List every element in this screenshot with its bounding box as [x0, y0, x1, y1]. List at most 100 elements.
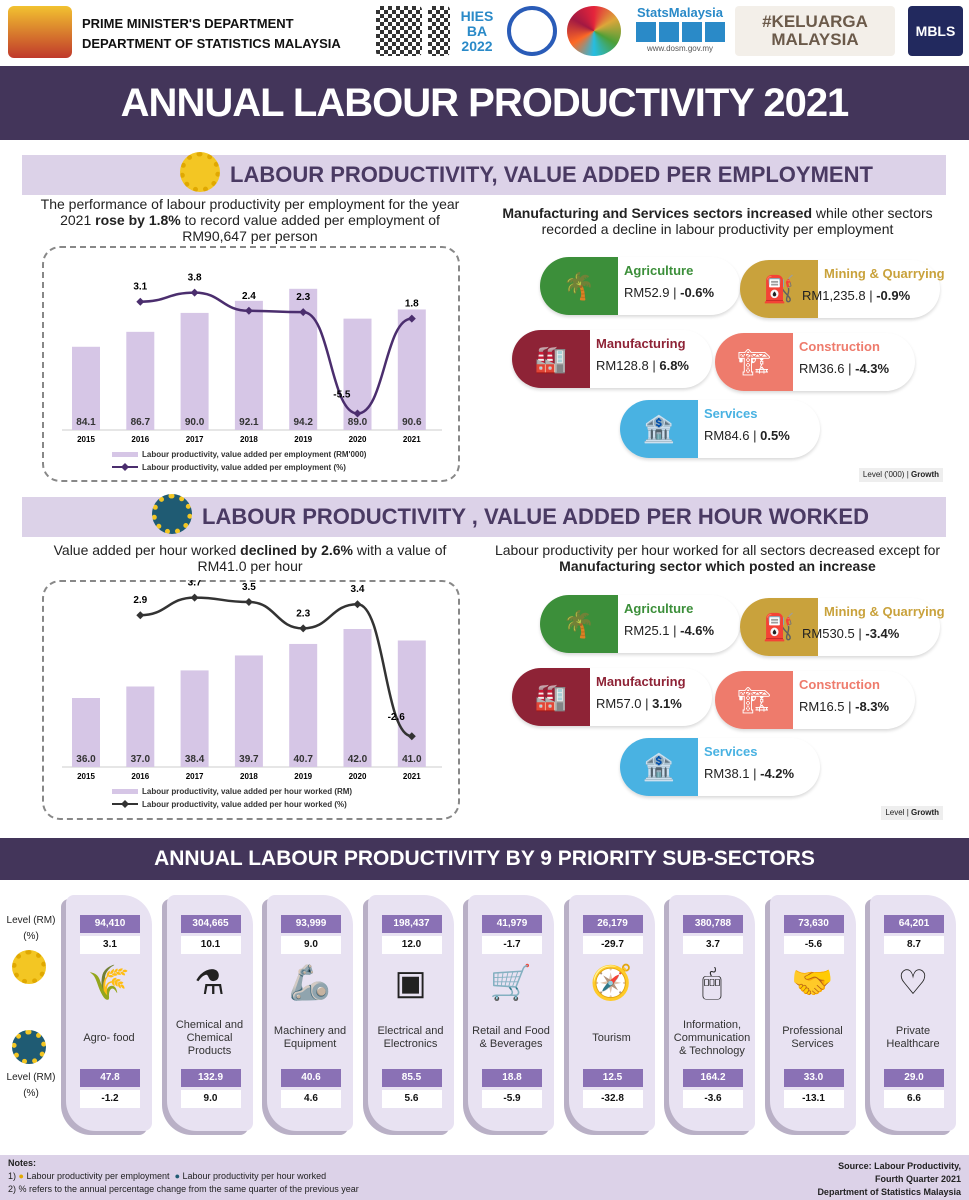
section3-header: ANNUAL LABOUR PRODUCTIVITY BY 9 PRIORITY… — [0, 838, 969, 880]
chip-icon: ▣ — [394, 964, 427, 1002]
emp-pct: 10.1 — [180, 936, 241, 954]
level: RM38.1 | — [704, 766, 761, 781]
emp-pct: 9.0 — [281, 936, 341, 954]
emp-axis-label: Level (RM) (%) — [2, 915, 60, 943]
line-label: 3.8 — [188, 273, 202, 284]
website-link[interactable]: www.dosm.gov.my — [646, 44, 714, 53]
legend-label: Labour productivity, value added per emp… — [142, 450, 367, 459]
clock-gear-icon — [12, 1030, 46, 1064]
level: RM36.6 | — [799, 361, 856, 376]
growth: -8.3% — [855, 699, 890, 714]
sector-value: RM16.5 | -8.3% — [799, 699, 889, 715]
bar — [180, 670, 209, 767]
chart1-frame — [42, 246, 460, 482]
instagram-icon[interactable] — [658, 22, 679, 42]
sec2-intro: Value added per hour worked declined by … — [40, 542, 460, 574]
line-point — [407, 732, 416, 741]
sector-card-construction: 🏗 Construction RM36.6 | -4.3% — [715, 333, 915, 391]
sec2-right-text: Labour productivity per hour worked for … — [485, 542, 950, 574]
facebook-icon[interactable] — [635, 22, 656, 42]
hr-pct: -13.1 — [783, 1090, 844, 1108]
subsector-name: Machinery and Equipment — [273, 1025, 347, 1050]
t: Level ('000) | — [862, 470, 911, 479]
construction-icon: 🏗 — [715, 333, 793, 391]
mouse-icon: 🖱 — [701, 964, 723, 1002]
sector-name: Agriculture — [624, 601, 694, 616]
subsector-card: 304,665 10.1 ⚗ Chemical and Chemical Produc… — [166, 895, 253, 1131]
t: Value added per hour worked — [53, 542, 241, 558]
emp-pct: -5.6 — [783, 936, 844, 954]
qr-code-facebook-icon[interactable] — [428, 6, 450, 56]
x-tick-label: 2021 — [403, 772, 421, 781]
subsector-name: Private Healthcare — [886, 1025, 940, 1050]
emp-level: 64,201 — [884, 915, 944, 933]
bar-label: 37.0 — [131, 754, 151, 765]
line-point — [244, 598, 253, 606]
emp-level: 198,437 — [381, 915, 442, 933]
growth: -0.9% — [876, 288, 911, 303]
x-tick-label: 2016 — [131, 772, 149, 781]
hr-pct: -5.9 — [482, 1090, 542, 1108]
flask-icon: ⚗ — [194, 964, 225, 1002]
hr-level: 18.8 — [482, 1069, 542, 1087]
sector-card-services: 🏦 Services RM84.6 | 0.5% — [620, 400, 820, 458]
x-tick-label: 2020 — [349, 435, 367, 444]
mining-icon: ⛽ — [740, 598, 818, 656]
line-point — [244, 306, 253, 315]
emp-level: 304,665 — [180, 915, 241, 933]
x-tick-label: 2021 — [403, 435, 421, 444]
sector-value: RM38.1 | -4.2% — [704, 766, 794, 782]
level: RM16.5 | — [799, 699, 856, 714]
growth: 6.8% — [659, 358, 689, 373]
emp-pct: 3.1 — [80, 936, 140, 954]
growth: -4.3% — [855, 361, 890, 376]
t: Level | — [885, 808, 911, 817]
agriculture-icon: 🌴 — [540, 595, 618, 653]
emp-level: 26,179 — [582, 915, 643, 933]
subsector-name: Information, Communication & Technology — [673, 1018, 751, 1057]
qr-code-icon[interactable] — [376, 6, 422, 56]
emp-pct: 12.0 — [381, 936, 442, 954]
bar — [234, 655, 263, 767]
subsector-name: Tourism — [592, 1031, 631, 1044]
legend-label: Labour productivity, value added per hou… — [142, 787, 352, 796]
sec1-right-text: Manufacturing and Services sectors incre… — [485, 205, 950, 237]
note-1: 1) ● Labour productivity per employment … — [8, 1170, 326, 1183]
pct-label: (%) — [23, 1088, 39, 1099]
x-tick-label: 2015 — [77, 772, 95, 781]
stats-name: StatsMalaysia — [637, 5, 723, 20]
hr-pct: 6.6 — [884, 1090, 944, 1108]
chart1-employment: 84.1 2015 86.7 2016 90.0 2017 92.1 2018 94.2 2019… — [62, 273, 442, 472]
youtube-icon[interactable] — [704, 22, 725, 42]
hr-pct: 5.6 — [381, 1090, 442, 1108]
emp-pct: -1.7 — [482, 936, 542, 954]
subsector-card: 26,179 -29.7 🧭 Tourism 12.5 -32.8 — [568, 895, 655, 1131]
subsector-name: Electrical and Electronics — [377, 1025, 444, 1050]
emp-level: 41,979 — [482, 915, 542, 933]
emp-level: 73,630 — [783, 915, 844, 933]
bar-label: 94.2 — [293, 417, 313, 428]
bar-label: 40.7 — [293, 754, 313, 765]
sector-value: RM52.9 | -0.6% — [624, 285, 714, 301]
note-2: 2) % refers to the annual percentage cha… — [8, 1184, 359, 1194]
sector-name: Agriculture — [624, 263, 694, 278]
subsector-name: Professional Services — [782, 1025, 843, 1050]
wheat-icon: 🌾 — [87, 964, 131, 1002]
bar-label: 39.7 — [239, 754, 259, 765]
twitter-icon[interactable] — [681, 22, 702, 42]
bar — [289, 643, 318, 767]
statsmalaysia-logo: StatsMalaysia www.dosm.gov.my — [630, 5, 730, 54]
sector-value: RM84.6 | 0.5% — [704, 428, 790, 444]
line-label: 3.5 — [242, 582, 256, 593]
malaysia-crest-logo — [8, 6, 72, 58]
emp-level: 380,788 — [683, 915, 743, 933]
growth: -4.2% — [760, 766, 795, 781]
line-point — [353, 409, 362, 418]
line-label: 2.3 — [296, 292, 310, 303]
line-point — [407, 314, 416, 323]
level: RM57.0 | — [596, 696, 653, 711]
growth: 0.5% — [760, 428, 790, 443]
sector-card-mining: ⛽ Mining & Quarrying RM530.5 | -3.4% — [740, 598, 945, 656]
header-text: PRIME MINISTER'S DEPARTMENT DEPARTMENT OF… — [82, 14, 341, 54]
sector-value: RM530.5 | -3.4% — [802, 626, 899, 642]
